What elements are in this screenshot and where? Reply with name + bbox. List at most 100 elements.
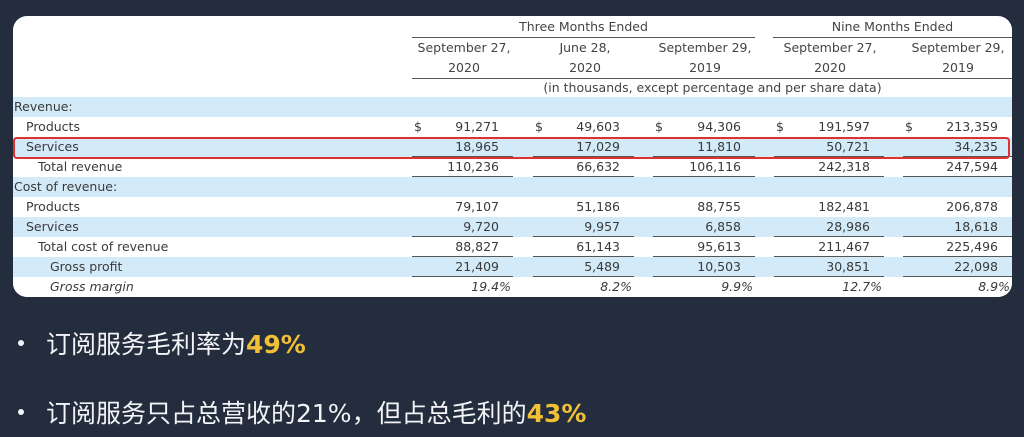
table-cell: 51,186 (533, 197, 634, 217)
table-cell: 88,755 (653, 197, 755, 217)
column-header: September 27, 2020 (412, 38, 516, 78)
table-cell: 10,503 (653, 257, 755, 277)
column-header: September 27, 2020 (775, 38, 885, 78)
bullet-text: 订阅服务毛利率为 (46, 330, 247, 359)
cell-value: 95,613 (697, 239, 741, 254)
column-header-rule (412, 78, 1012, 79)
table-cell: 110,236 (412, 157, 513, 177)
table-cell: 182,481 (774, 197, 884, 217)
group-header-rule (773, 37, 1012, 38)
cell-value: 18,965 (455, 139, 499, 154)
table-cell: 34,235 (903, 137, 1012, 157)
row-label: Revenue: (14, 99, 73, 114)
table-cell: 247,594 (903, 157, 1012, 177)
table-cell: 12.7% (774, 277, 884, 297)
table-cell: $49,603 (533, 117, 634, 137)
table-cell: 11,810 (653, 137, 755, 157)
currency-symbol: $ (414, 119, 422, 134)
units-note: (in thousands, except percentage and per… (543, 80, 882, 95)
currency-symbol: $ (776, 119, 784, 134)
table-cell: 5,489 (533, 257, 634, 277)
cell-value: 94,306 (697, 119, 741, 134)
row-label: Services (26, 139, 79, 154)
table-cell: 17,029 (533, 137, 634, 157)
bullet-accent-value: 43% (526, 399, 587, 428)
cell-value: 110,236 (447, 159, 499, 174)
row-label: Services (26, 219, 79, 234)
cell-value: 247,594 (946, 159, 998, 174)
cell-value: 6,858 (705, 219, 741, 234)
table-cell: 9,957 (533, 217, 634, 237)
table-cell: 18,618 (903, 217, 1012, 237)
cell-value: 206,878 (946, 199, 998, 214)
cell-value: 18,618 (954, 219, 998, 234)
cell-value: 28,986 (826, 219, 870, 234)
column-header-year: 2020 (814, 60, 846, 75)
table-row: Products 79,107 51,186 88,755 182,481 20… (13, 197, 1012, 217)
table-cell: 95,613 (653, 237, 755, 257)
table-cell: 19.4% (412, 277, 513, 297)
column-header: September 29, 2019 (904, 38, 1012, 78)
cell-value: 91,271 (455, 119, 499, 134)
column-header-date: September 29, (911, 40, 1005, 55)
table-cell: 225,496 (903, 237, 1012, 257)
cell-value: 211,467 (818, 239, 870, 254)
table-cell: 106,116 (653, 157, 755, 177)
cell-value: 213,359 (946, 119, 998, 134)
column-header-year: 2020 (569, 60, 601, 75)
cell-value: 61,143 (576, 239, 620, 254)
table-cell: 61,143 (533, 237, 634, 257)
table-cell: 28,986 (774, 217, 884, 237)
column-header-date: September 27, (417, 40, 511, 55)
bullet-dot-icon (18, 340, 24, 346)
currency-symbol: $ (655, 119, 663, 134)
cell-value: 34,235 (954, 139, 998, 154)
cell-value: 8.9% (978, 279, 1010, 294)
cell-value: 88,827 (455, 239, 499, 254)
table-cell: 22,098 (903, 257, 1012, 277)
table-cell: 30,851 (774, 257, 884, 277)
row-label: Total revenue (38, 159, 123, 174)
group-header-three-months: Three Months Ended (519, 19, 648, 34)
table-cell: $91,271 (412, 117, 513, 137)
table-cell: 88,827 (412, 237, 513, 257)
currency-symbol: $ (535, 119, 543, 134)
financial-table-panel: Three Months Ended Nine Months Ended Sep… (13, 16, 1012, 297)
cell-value: 17,029 (576, 139, 620, 154)
bullet-dot-icon (18, 409, 24, 415)
cell-value: 51,186 (576, 199, 620, 214)
cell-value: 50,721 (826, 139, 870, 154)
table-cell: 18,965 (412, 137, 513, 157)
table-cell: 79,107 (412, 197, 513, 217)
cell-value: 242,318 (818, 159, 870, 174)
cell-value: 22,098 (954, 259, 998, 274)
column-header: September 29, 2019 (653, 38, 757, 78)
table-row-revenue-heading: Revenue: (13, 97, 1012, 117)
table-cell: $191,597 (774, 117, 884, 137)
column-header-date: June 28, (559, 40, 611, 55)
cell-value: 19.4% (471, 279, 511, 294)
table-row-cost-heading: Cost of revenue: (13, 177, 1012, 197)
table-cell: $94,306 (653, 117, 755, 137)
table-cell: 9.9% (653, 277, 755, 297)
cell-value: 191,597 (818, 119, 870, 134)
row-label: Gross margin (50, 279, 134, 294)
cell-value: 225,496 (946, 239, 998, 254)
table-row: Products $91,271 $49,603 $94,306 $191,59… (13, 117, 1012, 137)
bullet-item: 订阅服务毛利率为49% (18, 325, 306, 361)
table-row-services-highlighted: Services 18,965 17,029 11,810 50,721 34,… (13, 137, 1012, 157)
cell-value: 5,489 (584, 259, 620, 274)
bullet-text: 订阅服务只占总营收的21%，但占总毛利的 (46, 399, 527, 428)
column-header: June 28, 2020 (533, 38, 637, 78)
column-header-year: 2019 (942, 60, 974, 75)
table-row-total: Total cost of revenue 88,827 61,143 95,6… (13, 237, 1012, 257)
column-header-date: September 29, (658, 40, 752, 55)
cell-value: 8.2% (600, 279, 632, 294)
column-header-year: 2019 (689, 60, 721, 75)
table-cell: 206,878 (903, 197, 1012, 217)
table-cell: 6,858 (653, 217, 755, 237)
table-cell: $213,359 (903, 117, 1012, 137)
cell-value: 12.7% (842, 279, 882, 294)
currency-symbol: $ (905, 119, 913, 134)
cell-value: 49,603 (576, 119, 620, 134)
